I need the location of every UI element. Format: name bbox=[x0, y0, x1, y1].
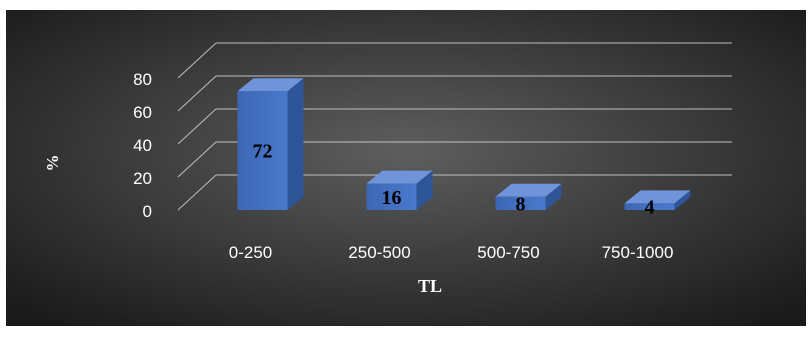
bar-front-2 bbox=[495, 196, 546, 210]
gridline-diag-3 bbox=[177, 75, 217, 112]
bar-1: 16 bbox=[366, 170, 433, 210]
bar-front-3 bbox=[624, 203, 675, 210]
title-strip bbox=[0, 0, 812, 10]
bar-top-2 bbox=[495, 183, 562, 197]
x-tick-label-2: 500-750 bbox=[477, 243, 539, 262]
bar-top-3 bbox=[624, 190, 691, 204]
bar-front-1 bbox=[366, 183, 417, 210]
data-label-0: 72 bbox=[253, 141, 273, 163]
bar-side-0 bbox=[287, 78, 304, 210]
x-tick-label-1: 250-500 bbox=[348, 243, 410, 262]
bar-side-1 bbox=[416, 170, 433, 210]
bar-side-3 bbox=[674, 190, 691, 210]
bar-front-0 bbox=[237, 91, 288, 210]
y-tick-labels: 0 20 40 60 80 bbox=[133, 70, 152, 221]
y-tick-label-3: 60 bbox=[133, 103, 152, 122]
data-label-2: 8 bbox=[516, 193, 526, 215]
chart-background bbox=[6, 8, 806, 326]
bar-top-0 bbox=[237, 78, 304, 92]
data-label-3: 4 bbox=[645, 197, 655, 219]
y-tick-label-4: 80 bbox=[133, 70, 152, 89]
bar-side-2 bbox=[545, 183, 562, 210]
data-label-1: 16 bbox=[382, 187, 402, 209]
gridline-diag-2 bbox=[177, 108, 217, 145]
y-tick-label-2: 40 bbox=[133, 136, 152, 155]
bar-2: 8 bbox=[495, 183, 562, 215]
x-tick-label-0: 0-250 bbox=[229, 243, 272, 262]
x-tick-label-3: 750-1000 bbox=[602, 243, 674, 262]
bar-top-1 bbox=[366, 170, 433, 184]
y-axis-title: % bbox=[43, 155, 62, 172]
bar-0: 72 bbox=[237, 78, 304, 210]
y-tick-label-1: 20 bbox=[133, 169, 152, 188]
bar-3: 4 bbox=[624, 190, 691, 219]
x-tick-labels: 0-250 250-500 500-750 750-1000 bbox=[229, 243, 674, 262]
gridline-diag-0 bbox=[177, 174, 217, 211]
y-tick-label-0: 0 bbox=[143, 202, 152, 221]
gridline-diag-1 bbox=[177, 141, 217, 178]
bars: 72 16 8 4 bbox=[237, 78, 691, 219]
x-axis-title: TL bbox=[418, 276, 442, 296]
gridline-diag-4 bbox=[177, 42, 217, 79]
